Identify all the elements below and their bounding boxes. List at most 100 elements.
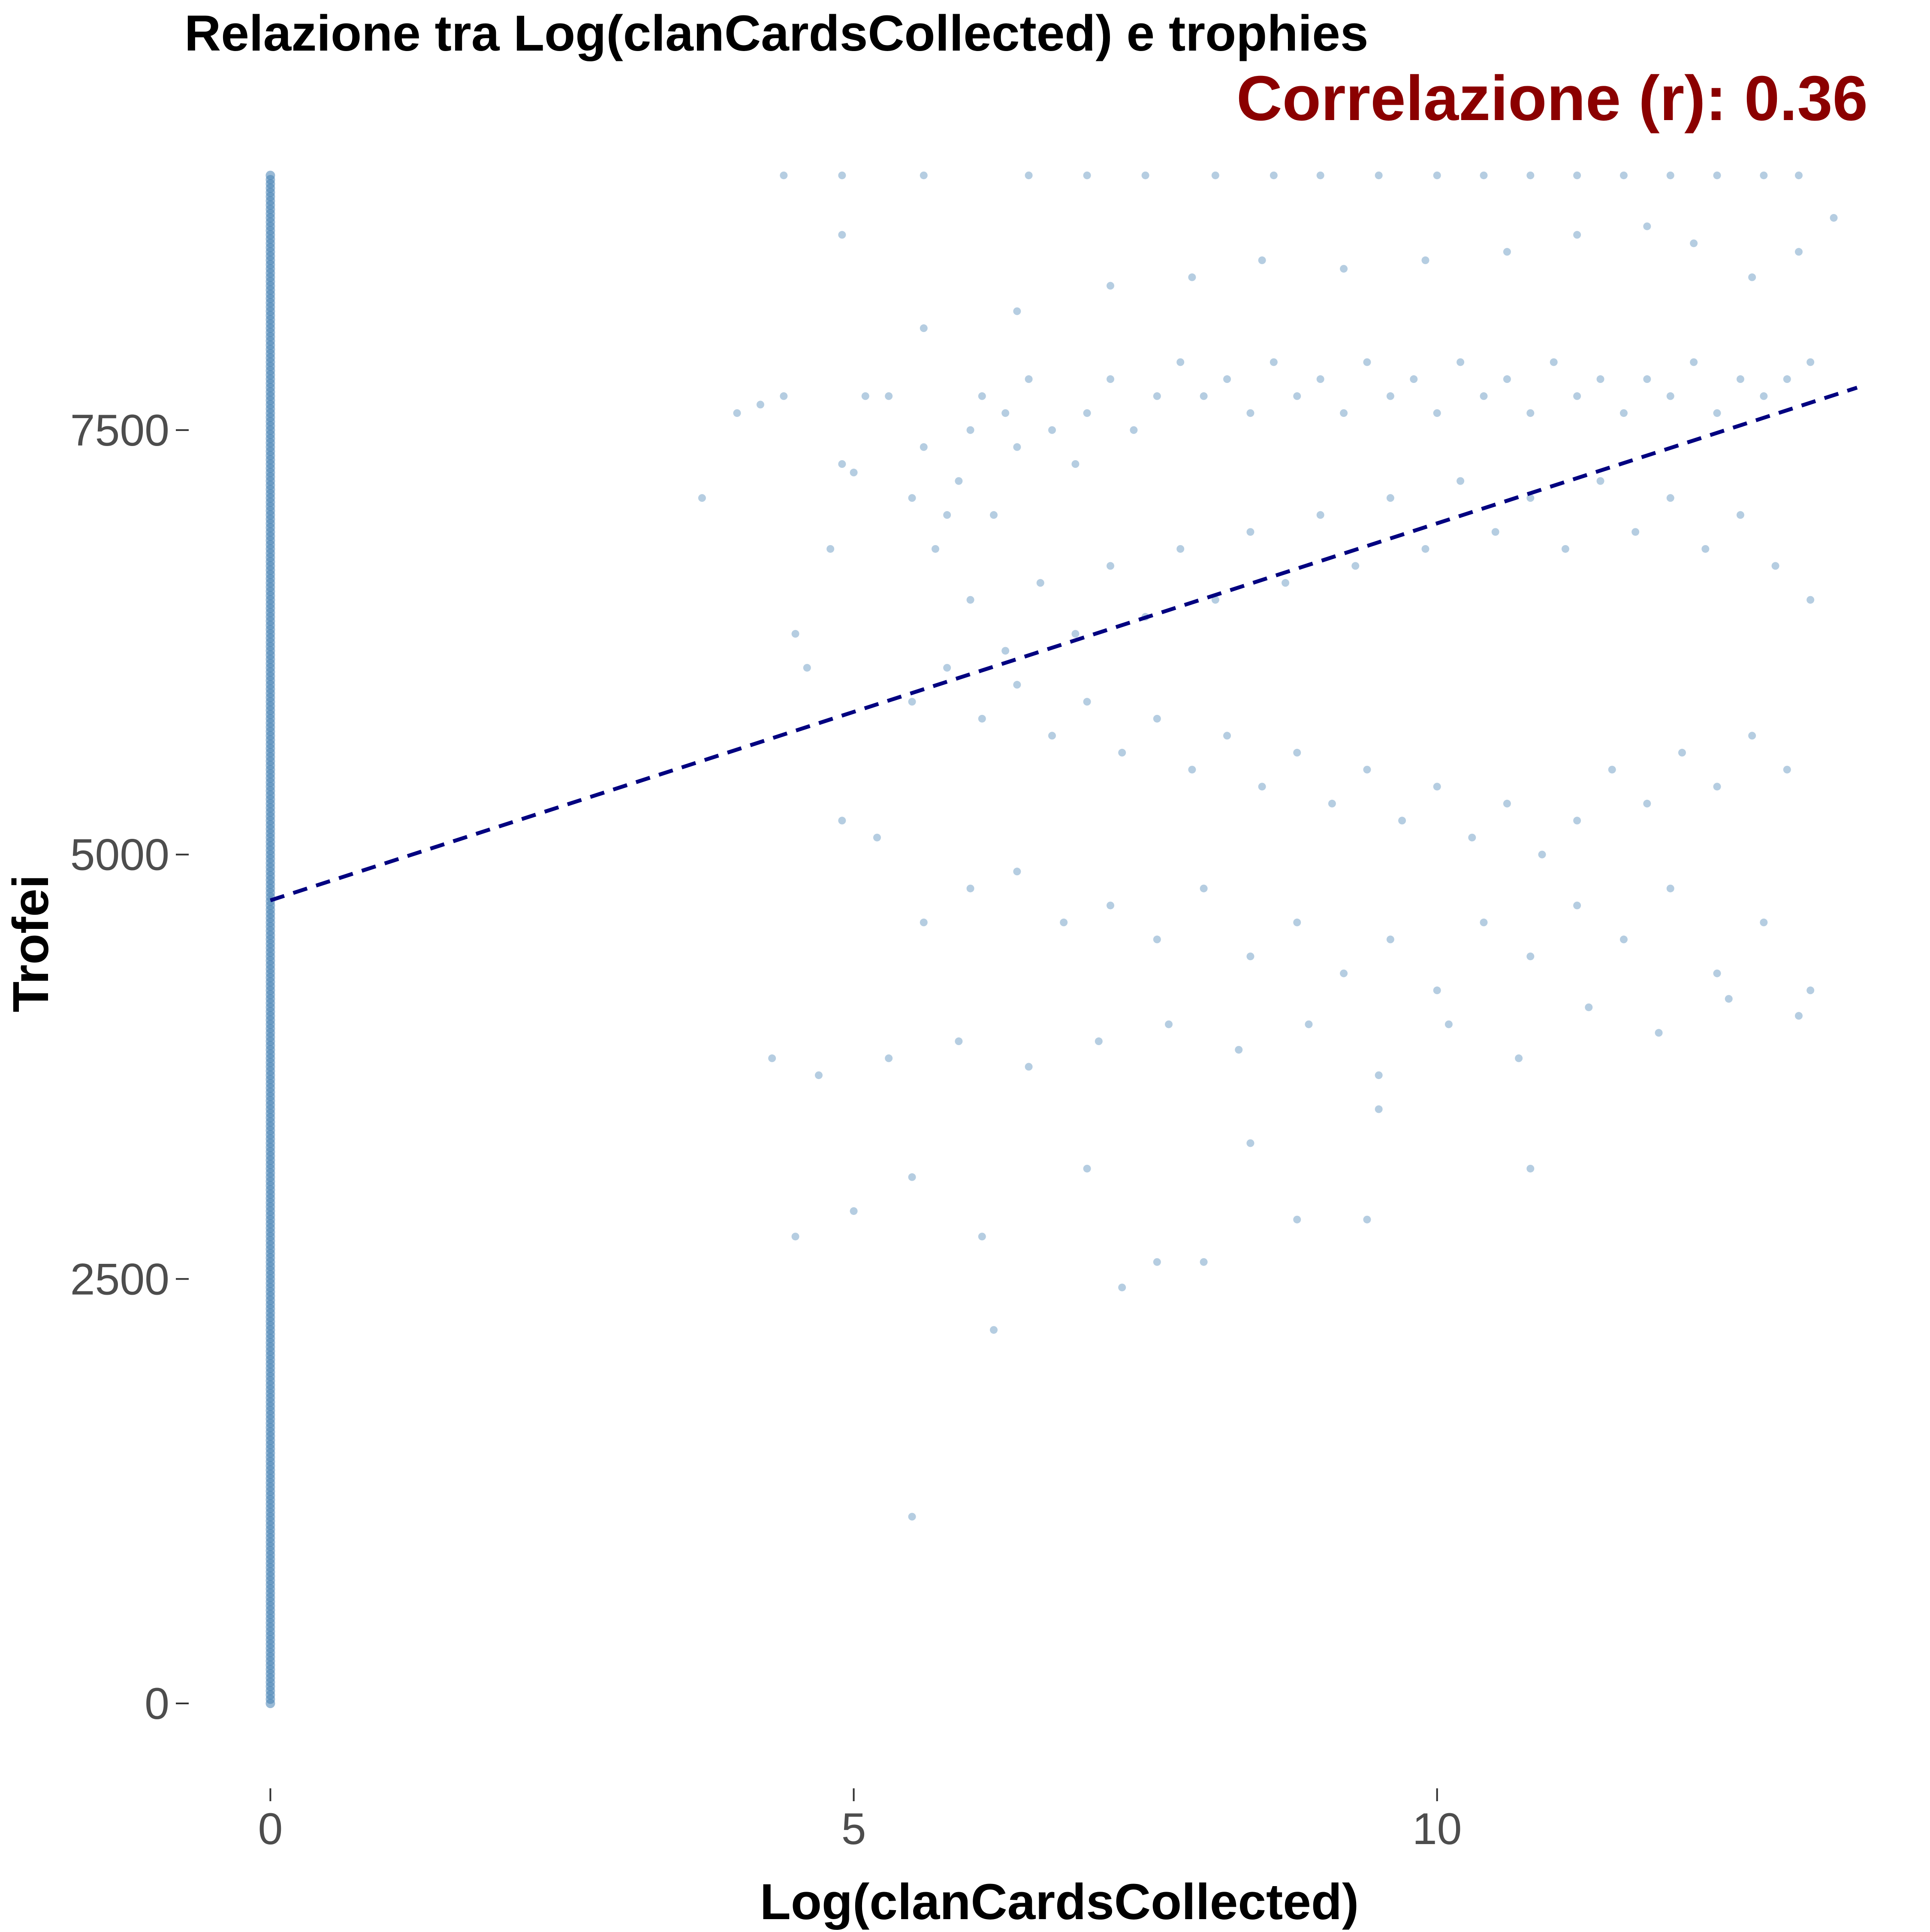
- data-point: [1118, 1284, 1126, 1292]
- data-point: [1655, 1029, 1663, 1037]
- chart-title: Relazione tra Log(clanCardsCollected) e …: [184, 5, 1368, 62]
- data-point: [885, 392, 893, 400]
- data-point: [1375, 171, 1383, 179]
- zero-column-layer: [265, 170, 275, 1709]
- data-point: [1048, 426, 1056, 434]
- data-point: [1783, 375, 1791, 383]
- data-point: [1573, 817, 1581, 825]
- data-point: [1060, 918, 1068, 926]
- data-point: [1666, 884, 1674, 892]
- data-point: [1083, 171, 1091, 179]
- data-point: [920, 443, 928, 451]
- data-point: [1328, 799, 1336, 808]
- data-point: [756, 401, 764, 409]
- data-point: [1748, 273, 1756, 281]
- data-point: [1165, 1020, 1173, 1028]
- data-point: [1246, 528, 1254, 536]
- data-point: [1678, 749, 1686, 757]
- data-point: [1666, 171, 1674, 179]
- data-point: [814, 1071, 823, 1079]
- data-point: [1153, 714, 1161, 723]
- data-point: [920, 918, 928, 926]
- data-point: [1643, 799, 1651, 808]
- data-point: [943, 664, 951, 672]
- y-tick-label: 5000: [70, 830, 169, 880]
- y-axis-title: Trofei: [3, 874, 59, 1012]
- data-point: [1526, 494, 1535, 502]
- data-point: [1153, 1258, 1161, 1266]
- data-point: [1386, 494, 1394, 502]
- data-point: [1176, 358, 1185, 366]
- data-point: [1258, 256, 1266, 264]
- data-point: [1503, 248, 1511, 256]
- data-point: [966, 884, 974, 892]
- data-point: [1526, 171, 1535, 179]
- data-point: [1794, 248, 1803, 256]
- data-point: [1444, 1020, 1453, 1028]
- data-point: [1200, 884, 1208, 892]
- data-point: [1316, 171, 1324, 179]
- data-point: [1176, 545, 1185, 553]
- data-point: [1013, 868, 1021, 876]
- data-point: [1351, 562, 1360, 570]
- data-point: [1293, 749, 1301, 757]
- data-point: [1118, 749, 1126, 757]
- data-point: [1713, 783, 1721, 791]
- data-point: [1107, 375, 1115, 383]
- data-point: [1515, 1054, 1523, 1062]
- data-point: [1666, 392, 1674, 400]
- data-point: [966, 596, 974, 604]
- data-point: [826, 545, 835, 553]
- data-point: [1282, 579, 1290, 587]
- data-point: [1806, 596, 1815, 604]
- data-point: [1246, 1139, 1254, 1147]
- data-point: [1013, 681, 1021, 689]
- data-point: [1794, 171, 1803, 179]
- data-point: [1375, 1071, 1383, 1079]
- data-point: [1433, 409, 1441, 417]
- data-point: [838, 460, 846, 468]
- data-point: [1783, 766, 1791, 774]
- data-point: [1585, 1003, 1593, 1011]
- data-point: [1340, 409, 1348, 417]
- data-point: [1293, 1215, 1301, 1224]
- data-point: [1305, 1020, 1313, 1028]
- data-point: [780, 392, 788, 400]
- data-point: [1001, 409, 1010, 417]
- y-axis: 0 2500 5000 7500: [70, 406, 189, 1729]
- data-point: [1806, 358, 1815, 366]
- data-point: [1223, 732, 1231, 740]
- data-point: [1130, 426, 1138, 434]
- data-point: [1188, 273, 1196, 281]
- data-point: [1690, 358, 1698, 366]
- data-point: [1025, 171, 1033, 179]
- data-point: [1736, 511, 1744, 519]
- data-point: [1457, 477, 1465, 485]
- data-point: [1526, 952, 1535, 961]
- data-point: [1573, 392, 1581, 400]
- data-point: [920, 324, 928, 332]
- data-point: [850, 468, 858, 476]
- data-point: [1480, 171, 1488, 179]
- data-point: [1141, 171, 1149, 179]
- data-point: [838, 231, 846, 239]
- data-point: [1083, 409, 1091, 417]
- data-point: [1573, 171, 1581, 179]
- data-point: [1643, 375, 1651, 383]
- data-point: [1457, 358, 1465, 366]
- data-point: [733, 409, 741, 417]
- data-point: [1200, 1258, 1208, 1266]
- data-point: [1619, 935, 1628, 943]
- data-point: [978, 392, 986, 400]
- data-point: [1340, 969, 1348, 977]
- data-point: [908, 1513, 916, 1521]
- data-point: [1270, 358, 1278, 366]
- data-point: [1363, 766, 1371, 774]
- data-point-zero: [265, 170, 275, 180]
- data-point: [1643, 222, 1651, 230]
- data-point: [1398, 817, 1406, 825]
- data-point: [1386, 935, 1394, 943]
- data-point: [989, 511, 998, 519]
- data-point: [1258, 783, 1266, 791]
- data-point: [1736, 375, 1744, 383]
